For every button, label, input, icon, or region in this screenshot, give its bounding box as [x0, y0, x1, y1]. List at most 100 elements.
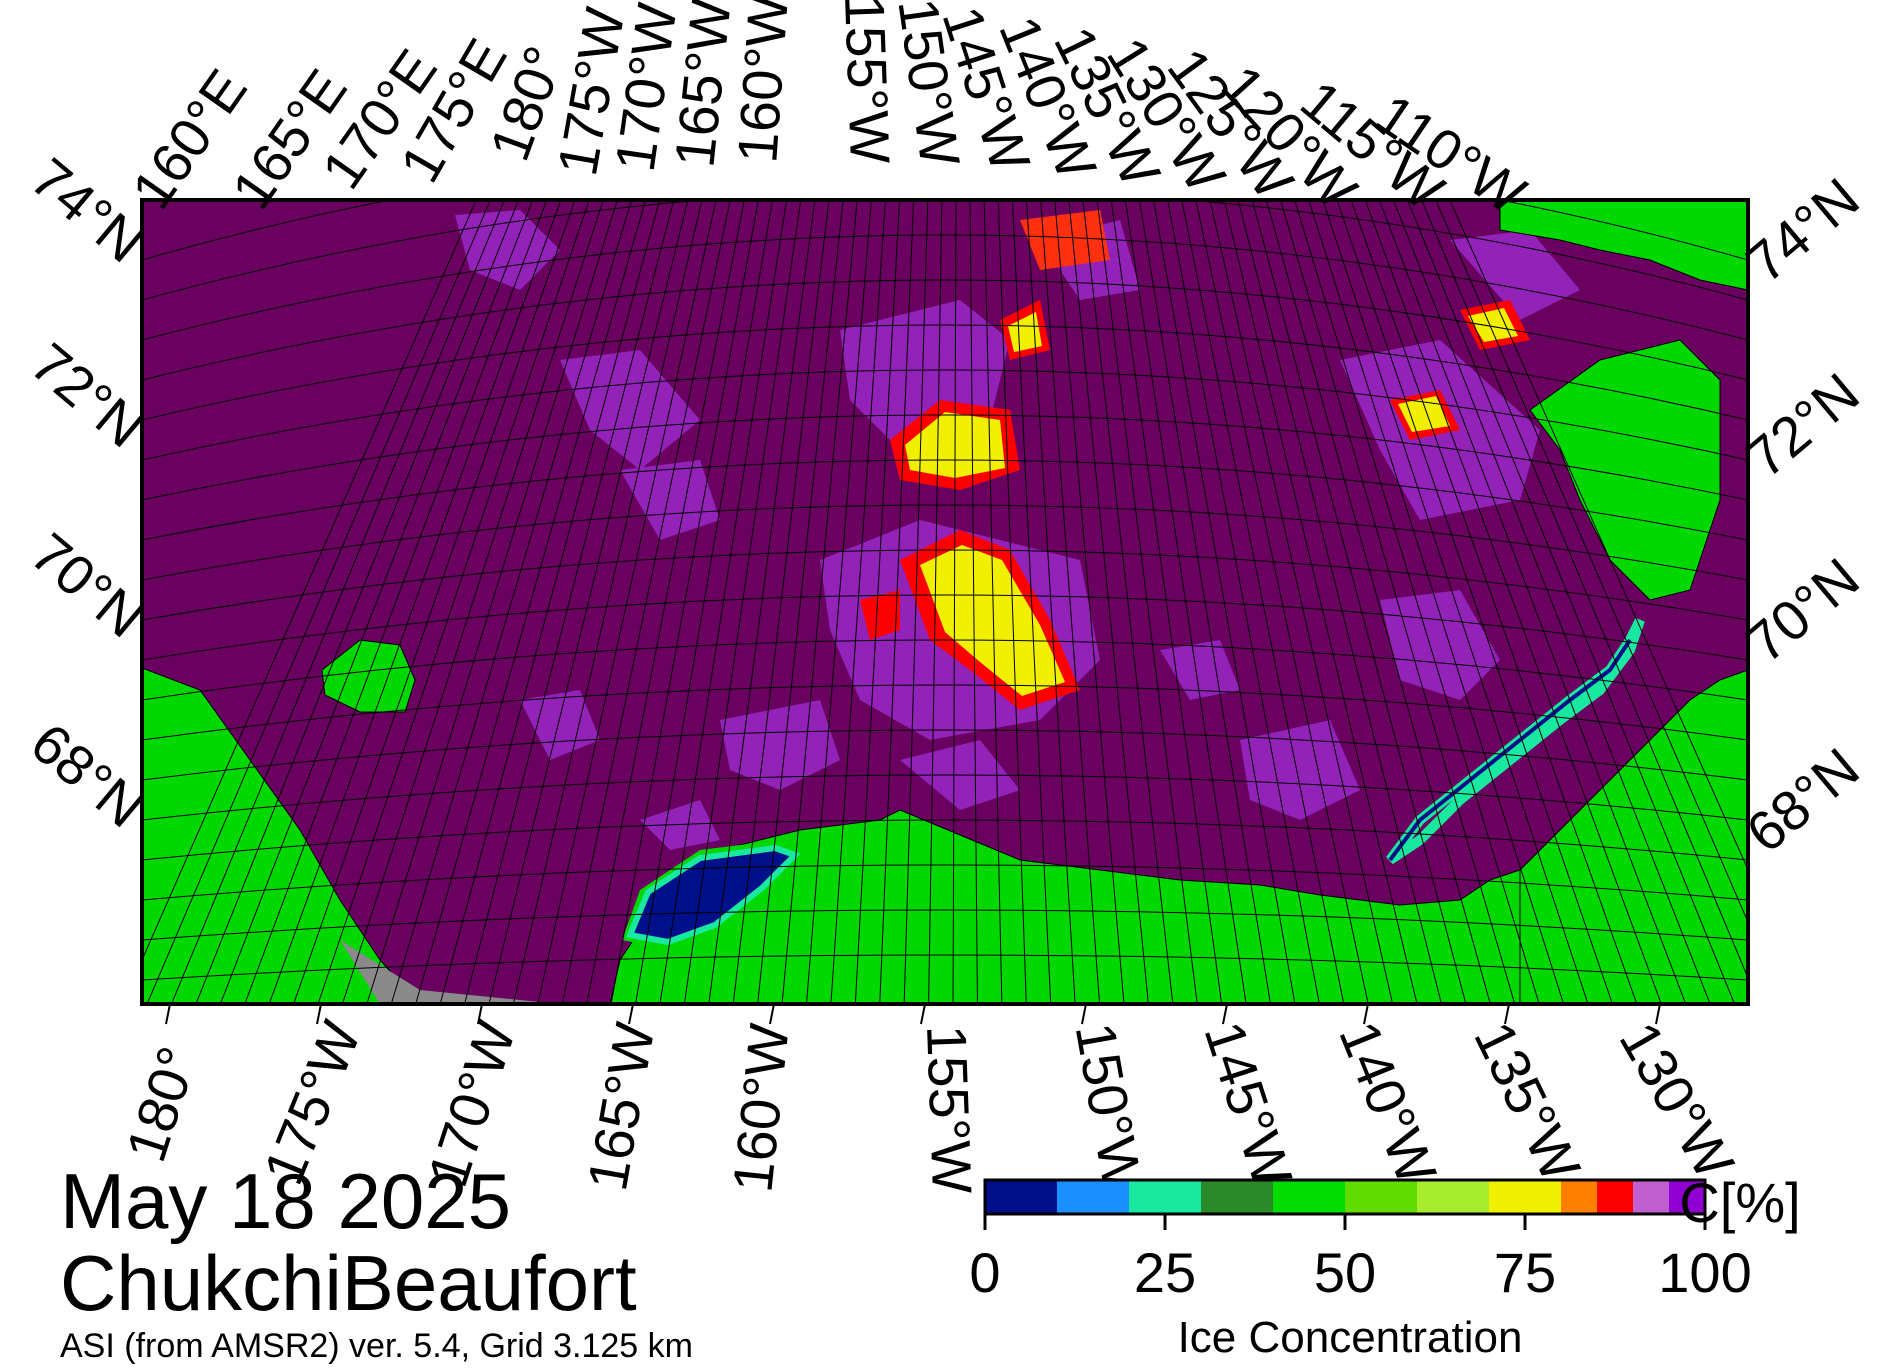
meridian-line	[317, 200, 590, 1004]
colorbar-ticks: 0 25 50 75 100	[969, 1214, 1752, 1304]
bottom-tick	[1222, 1003, 1228, 1025]
meridian-line	[1279, 200, 1516, 1004]
meridian-line	[293, 200, 576, 1004]
meridian-line	[805, 200, 872, 1004]
meridian-line	[1421, 200, 1748, 980]
meridian-line	[969, 200, 978, 1004]
bottom-tick	[628, 1003, 634, 1025]
bottom-longitude-label: 150°W	[1064, 1018, 1155, 1195]
meridian-line	[1322, 200, 1589, 1004]
meridian-line	[1364, 200, 1662, 1004]
longitude-lines	[142, 200, 1748, 1004]
colorbar-tick-label: 100	[1658, 1241, 1751, 1304]
bottom-longitude-label: 135°W	[1462, 1012, 1593, 1191]
meridian-line	[854, 200, 901, 1004]
colorbar-tick-label: 0	[969, 1241, 1000, 1304]
meridian-line	[1167, 200, 1320, 1004]
colorbar-swatch	[985, 1180, 1057, 1214]
colorbar-swatch	[1669, 1180, 1705, 1214]
meridian-line	[142, 200, 477, 962]
meridian-line	[1336, 200, 1613, 1004]
meridian-line	[561, 200, 731, 1004]
top-longitude-label: 160°W	[725, 0, 800, 165]
meridian-line	[1054, 200, 1125, 1004]
mackenzie-shelf-ice-core	[1388, 638, 1632, 862]
right-latitude-label: 72°N	[1734, 361, 1870, 490]
map-region: ChukchiBeaufort	[60, 1239, 637, 1327]
meridian-line	[757, 200, 844, 1004]
bottom-tick	[1363, 1003, 1369, 1025]
bottom-longitude-label: 145°W	[1193, 1014, 1305, 1194]
meridian-line	[708, 200, 816, 1004]
meridian-line	[1308, 200, 1565, 1004]
meridian-line	[439, 200, 661, 1004]
meridian-line	[464, 200, 675, 1004]
meridian-line	[1096, 200, 1198, 1004]
central-ice-floes	[860, 210, 1530, 710]
left-latitude-labels: 74°N72°N70°N68°N	[19, 146, 155, 840]
meridian-line	[659, 200, 788, 1004]
colorbar-swatch	[1129, 1180, 1201, 1214]
meridian-line	[1449, 200, 1748, 871]
meridian-line	[586, 200, 745, 1004]
chukotka-land	[142, 667, 421, 1004]
meridian-line	[1378, 200, 1687, 1004]
meridian-line	[1237, 200, 1442, 1004]
bottom-tick	[920, 1003, 926, 1025]
colorbar-swatch	[1345, 1180, 1417, 1214]
meridian-line	[1068, 200, 1149, 1004]
meridian-line	[952, 200, 957, 1004]
meridian-line	[732, 200, 830, 1004]
bottom-tick	[769, 1003, 775, 1025]
meridian-line	[1392, 200, 1711, 1004]
bottom-longitude-label: 165°W	[575, 1018, 666, 1195]
meridian-line	[1294, 200, 1540, 1004]
map-frame	[142, 200, 1748, 1004]
meridian-line	[366, 200, 618, 1004]
colorbar-swatch	[1273, 1180, 1345, 1214]
colorbar-swatch	[1633, 1180, 1669, 1214]
bottom-tick	[477, 1003, 483, 1025]
meridian-line	[983, 200, 1003, 1004]
bottom-longitude-label: 160°W	[720, 1021, 800, 1195]
meridian-line	[781, 200, 858, 1004]
colorbar-swatch	[1201, 1180, 1273, 1214]
meridian-line	[1209, 200, 1394, 1004]
bottom-tick	[1081, 1003, 1087, 1025]
bottom-longitude-label: 155°W	[915, 1024, 984, 1195]
meridian-line	[244, 200, 548, 1004]
right-latitude-label: 68°N	[1734, 736, 1870, 865]
meridian-line	[170, 200, 505, 1004]
meridian-line	[1265, 200, 1491, 1004]
right-latitude-labels: 74°N 72°N 70°N 68°N	[1734, 166, 1870, 865]
meridian-line	[1251, 200, 1467, 1004]
bottom-longitude-label: 140°W	[1327, 1013, 1449, 1193]
meridian-line	[1011, 200, 1052, 1004]
meridian-line	[537, 200, 717, 1004]
meridian-line	[488, 200, 689, 1004]
meridian-line	[1040, 200, 1101, 1004]
source-note: ASI (from AMSR2) ver. 5.4, Grid 3.125 km	[60, 1327, 693, 1365]
map-border	[140, 198, 1750, 1006]
colorbar-swatches	[985, 1180, 1705, 1214]
meridian-line	[1181, 200, 1345, 1004]
colorbar: 0 25 50 75 100 C[%] Ice Concentration	[969, 1171, 1800, 1362]
meridian-line	[879, 200, 915, 1004]
left-latitude-label: 68°N	[19, 711, 155, 840]
meridian-line	[195, 200, 520, 1004]
colorbar-swatch	[1597, 1180, 1633, 1214]
meridian-line	[146, 200, 491, 1004]
colorbar-swatch	[1417, 1180, 1489, 1214]
colorbar-tick-label: 25	[1134, 1241, 1196, 1304]
meridian-line	[1026, 200, 1076, 1004]
meridian-line	[512, 200, 703, 1004]
colorbar-swatch	[1489, 1180, 1561, 1214]
bottom-tick	[165, 1003, 171, 1025]
top-longitude-labels: 160°E165°E170°E175°E180°175°W170°W165°W1…	[119, 0, 1537, 226]
meridian-line	[1435, 200, 1748, 924]
meridian-line	[415, 200, 647, 1004]
meridian-line	[219, 200, 534, 1004]
arctic-islands-ne	[1499, 200, 1748, 291]
bottom-tick	[316, 1003, 322, 1025]
right-latitude-label: 70°N	[1734, 546, 1870, 675]
